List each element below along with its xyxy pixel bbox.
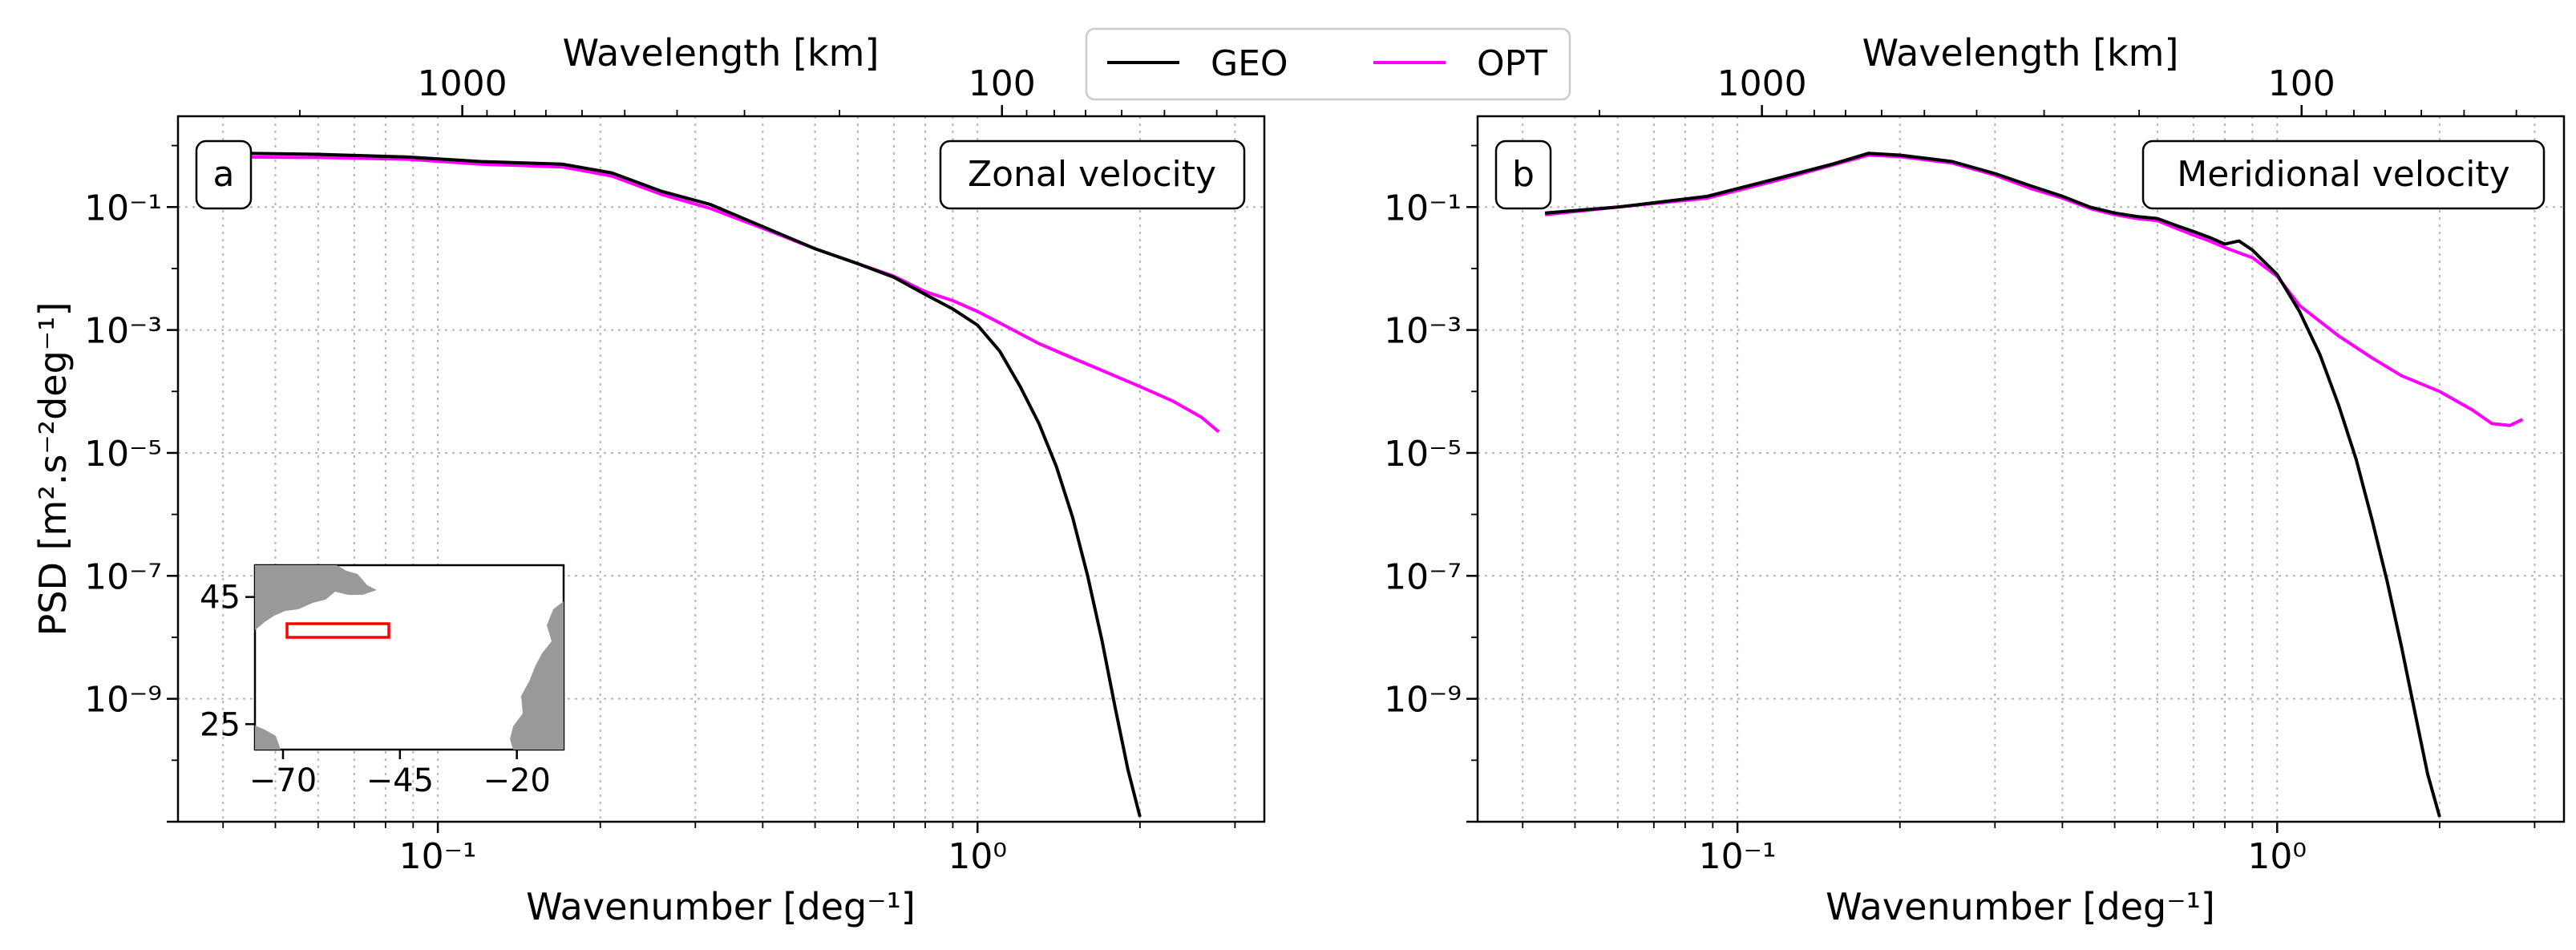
inset-ticks: −70 −45 −20 45 25 [200,580,551,799]
panel-a-title: Zonal velocity [968,154,1216,195]
x-tick-label: 10⁰ [2247,836,2307,877]
inset-y-tick-label: 45 [200,580,241,616]
panel-b-meridional: 10⁻¹ 10⁰ 10⁻⁹ 10⁻⁷ 10⁻⁵ 10⁻³ 10⁻¹ 1000 100 Wavel… [1384,31,2566,928]
top-tick-label: 100 [969,63,1036,104]
panel-b-letter-box [1494,139,1552,210]
y-tick-label: 10⁻⁹ [84,680,162,721]
panel-a-title-box [939,139,1246,210]
panel-b-letter: b [1512,154,1535,195]
panel-b-frame [1476,115,2566,823]
y-tick-label: 10⁻⁷ [1384,556,1462,597]
panel-b-title: Meridional velocity [2177,154,2509,195]
inset-region-box [285,622,390,639]
legend-frame [1085,27,1571,101]
inset-x-tick-label: −20 [483,762,550,799]
panel-a-top-axis-title: Wavelength [km] [563,31,880,75]
y-tick-label: 10⁻¹ [84,188,162,228]
panel-a-frame [176,115,1266,823]
x-tick-label: 10⁰ [948,836,1007,877]
inset-x-tick-label: −45 [366,762,434,799]
panel-b-x-axis-title: Wavenumber [deg⁻¹] [1826,885,2215,928]
y-tick-label: 10⁻⁵ [84,434,162,475]
series-line-geo [1544,152,2441,818]
y-tick-label: 10⁻³ [84,311,162,352]
y-tick-label: 10⁻⁹ [1384,680,1462,721]
top-tick-label: 1000 [418,63,508,104]
series-line-geo [245,152,1142,818]
panel-a-letter-box [195,139,253,210]
inset-land-africa [510,601,564,750]
panel-a-x-axis-title: Wavenumber [deg⁻¹] [526,885,916,928]
panel-a-ticks: 10⁻¹ 10⁰ 10⁻⁹ 10⁻⁷ 10⁻⁵ 10⁻³ 10⁻¹ 1000 100 [84,63,1236,877]
y-tick-label: 10⁻³ [1384,311,1462,352]
region-inset-map: −70 −45 −20 45 25 [200,564,565,799]
panel-b-grid [1478,116,2564,823]
x-tick-label: 10⁻¹ [1699,836,1777,877]
y-tick-label: 10⁻⁷ [84,556,162,597]
inset-y-tick-label: 25 [200,706,241,743]
panel-a-series [245,152,1220,818]
inset-land-caribbean [255,726,281,750]
panel-b-series [1544,152,2524,818]
panel-b-title-box [2141,139,2546,210]
top-tick-label: 1000 [1717,63,1807,104]
x-tick-label: 10⁻¹ [399,836,477,877]
top-tick-label: 100 [2268,63,2335,104]
panel-b-top-axis-title: Wavelength [km] [1862,31,2179,75]
series-line-opt [1544,153,2524,427]
panel-a-y-axis-title: PSD [m².s⁻²deg⁻¹] [31,302,75,637]
inset-x-tick-label: −70 [249,762,317,799]
y-tick-label: 10⁻⁵ [1384,434,1462,475]
y-tick-label: 10⁻¹ [1384,188,1462,228]
panel-a-zonal: 10⁻¹ 10⁰ 10⁻⁹ 10⁻⁷ 10⁻⁵ 10⁻³ 10⁻¹ 1000 100 Wavel… [31,31,1266,928]
panel-b-ticks: 10⁻¹ 10⁰ 10⁻⁹ 10⁻⁷ 10⁻⁵ 10⁻³ 10⁻¹ 1000 100 [1384,63,2536,877]
legend-label-geo: GEO [1211,43,1288,84]
panel-a-letter: a [213,154,235,195]
inset-land-north-america [255,565,377,630]
legend-label-opt: OPT [1477,43,1547,84]
legend: GEO OPT [1085,27,1571,101]
